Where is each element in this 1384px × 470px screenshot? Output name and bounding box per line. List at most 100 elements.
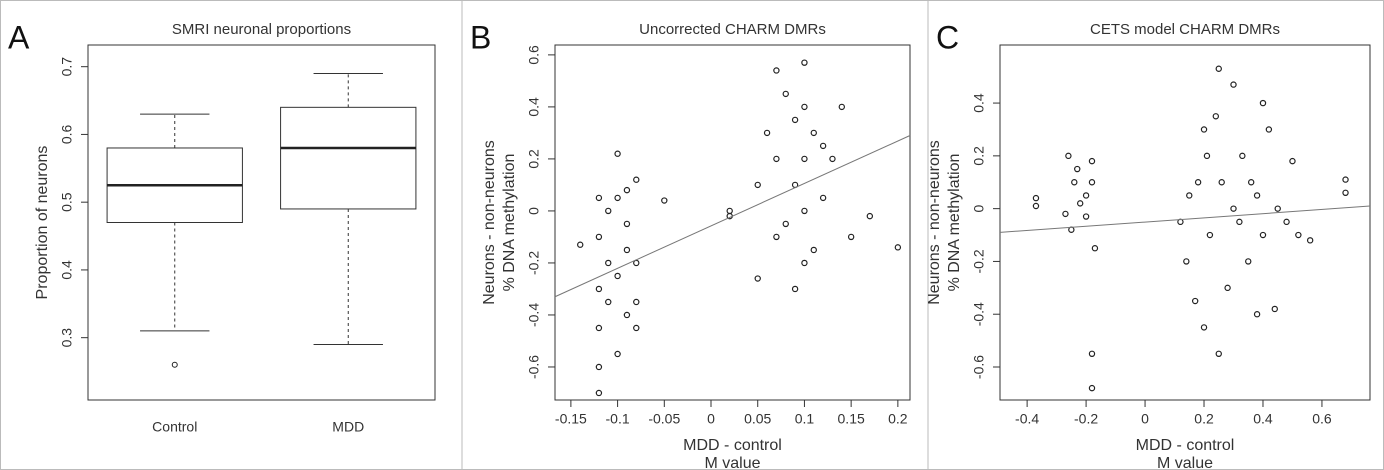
point — [1289, 157, 1296, 165]
x-axis-label: M value — [704, 455, 760, 470]
point — [595, 363, 603, 371]
point — [577, 241, 584, 248]
point — [1295, 231, 1302, 239]
x-axis-label: MDD - control — [1136, 437, 1235, 454]
x-tick-label: 0.2 — [888, 411, 908, 427]
y-tick-label: 0.6 — [526, 45, 542, 65]
point — [595, 285, 603, 293]
point — [838, 103, 846, 111]
x-tick-label: 0 — [1141, 411, 1149, 427]
x-tick-label: -0.05 — [648, 411, 680, 427]
point — [819, 194, 827, 202]
x-axis-label: M value — [1157, 455, 1213, 470]
point — [829, 155, 836, 163]
point — [1306, 237, 1314, 244]
point — [1274, 205, 1281, 212]
x-tick-label: MDD — [332, 419, 364, 435]
point — [1253, 192, 1261, 199]
point — [623, 186, 631, 194]
point — [1183, 258, 1190, 265]
y-tick-label: 0.7 — [59, 57, 75, 77]
point — [726, 207, 733, 215]
point — [1186, 192, 1193, 199]
plot-frame — [87, 44, 436, 401]
x-tick-label: -0.1 — [606, 411, 630, 427]
point — [661, 197, 668, 204]
point — [614, 150, 621, 157]
x-tick-label: 0.15 — [838, 411, 865, 427]
point — [623, 246, 631, 254]
point — [1194, 179, 1202, 186]
point — [1212, 113, 1220, 120]
y-tick-label: 0.2 — [526, 149, 542, 169]
y-tick-label: 0 — [971, 205, 987, 213]
point — [1062, 210, 1069, 218]
point — [1091, 245, 1099, 252]
y-axis-label: % DNA methylation — [946, 154, 963, 292]
x-tick-label: 0.2 — [1194, 411, 1214, 427]
point — [1203, 152, 1211, 160]
point — [1206, 231, 1214, 239]
point — [763, 129, 771, 137]
y-tick-label: -0.2 — [526, 251, 542, 275]
point — [1074, 165, 1081, 173]
point — [1247, 179, 1255, 186]
y-axis-label: Neurons - non-neurons — [481, 140, 498, 305]
point — [623, 220, 631, 228]
x-tick-label: -0.2 — [1074, 411, 1098, 427]
point — [614, 272, 621, 280]
point — [1283, 218, 1290, 226]
point — [1032, 202, 1040, 210]
point — [1082, 213, 1090, 220]
point — [801, 259, 808, 267]
x-tick-label: -0.15 — [555, 411, 587, 427]
point — [1032, 194, 1040, 202]
point — [1224, 284, 1231, 292]
point — [1259, 231, 1267, 239]
point — [595, 324, 603, 332]
y-axis-label: Proportion of neurons — [34, 146, 51, 300]
point — [773, 233, 780, 241]
x-tick-label: 0.4 — [1253, 411, 1273, 427]
point — [791, 116, 799, 124]
point — [633, 324, 640, 332]
point — [866, 212, 874, 220]
point — [1271, 305, 1278, 313]
point — [595, 233, 603, 241]
panel-label: B — [470, 19, 491, 55]
plot-frame — [999, 44, 1371, 401]
x-tick-label: Control — [152, 419, 197, 435]
point — [614, 194, 621, 202]
outlier — [171, 361, 178, 368]
x-tick-label: 0.6 — [1312, 411, 1332, 427]
chart-title: CETS model CHARM DMRs — [1090, 21, 1280, 38]
point — [1253, 311, 1261, 318]
x-tick-label: -0.4 — [1015, 411, 1039, 427]
point — [1265, 126, 1273, 133]
point — [1259, 99, 1267, 107]
fit-line — [999, 205, 1371, 233]
point — [1071, 179, 1078, 186]
y-tick-label: -0.4 — [526, 303, 542, 327]
point — [754, 275, 761, 282]
point — [633, 298, 640, 306]
y-tick-label: 0.4 — [526, 97, 542, 117]
point — [773, 67, 780, 74]
y-tick-label: 0.4 — [971, 93, 987, 113]
point — [1239, 152, 1246, 160]
point — [1065, 152, 1072, 160]
point — [1230, 81, 1237, 88]
point — [1215, 350, 1222, 358]
point — [1088, 384, 1096, 392]
y-tick-label: -0.6 — [971, 355, 987, 379]
y-tick-label: -0.2 — [971, 249, 987, 273]
point — [801, 59, 808, 66]
y-tick-label: -0.6 — [526, 355, 542, 379]
y-tick-label: 0.5 — [59, 192, 75, 212]
point — [810, 246, 817, 254]
point — [605, 207, 612, 215]
y-tick-label: -0.4 — [971, 302, 987, 326]
chart-title: SMRI neuronal proportions — [172, 21, 351, 38]
y-tick-label: 0 — [526, 207, 542, 215]
